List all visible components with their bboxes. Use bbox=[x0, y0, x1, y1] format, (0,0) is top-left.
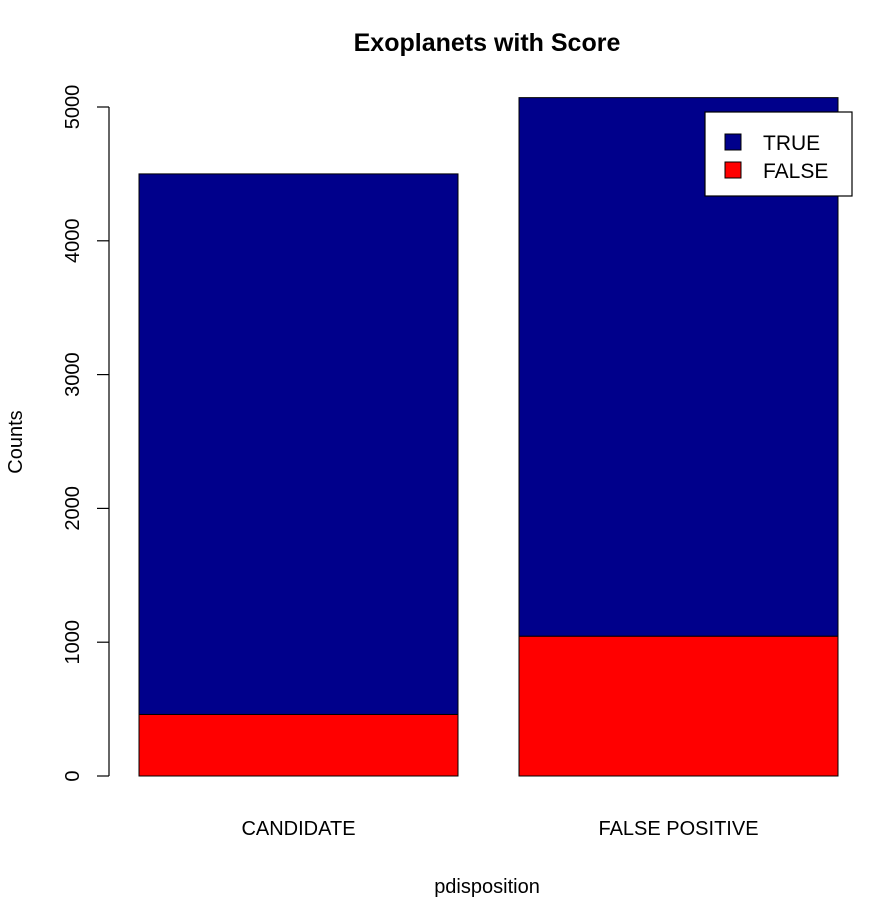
legend-box bbox=[704, 111, 853, 197]
y-tick-label: 0 bbox=[62, 770, 84, 781]
x-axis-label: pdisposition bbox=[434, 876, 540, 898]
y-tick-label: 3000 bbox=[62, 352, 84, 397]
y-axis-label: Counts bbox=[5, 410, 27, 473]
y-tick-label: 5000 bbox=[62, 85, 84, 130]
bar-segment-true bbox=[138, 173, 459, 715]
y-tick-label: 4000 bbox=[62, 219, 84, 263]
legend-label-false: FALSE bbox=[763, 160, 828, 183]
legend-label-true: TRUE bbox=[763, 132, 820, 155]
bars-group bbox=[138, 97, 839, 777]
chart-title: Exoplanets with Score bbox=[354, 29, 621, 57]
y-tick-label: 1000 bbox=[62, 620, 84, 665]
y-axis: 0 1000 2000 3000 4000 5000 bbox=[62, 85, 110, 782]
legend: TRUE FALSE bbox=[704, 111, 853, 197]
legend-swatch-false bbox=[724, 161, 742, 179]
x-tick-label: FALSE POSITIVE bbox=[598, 818, 758, 840]
bar-segment-false bbox=[138, 713, 459, 777]
x-tick-label: CANDIDATE bbox=[241, 818, 355, 840]
y-tick-label: 2000 bbox=[62, 486, 84, 531]
bar-segment-false bbox=[518, 635, 839, 777]
legend-swatch-true bbox=[724, 133, 742, 151]
x-tick-labels: CANDIDATE FALSE POSITIVE bbox=[241, 818, 758, 840]
